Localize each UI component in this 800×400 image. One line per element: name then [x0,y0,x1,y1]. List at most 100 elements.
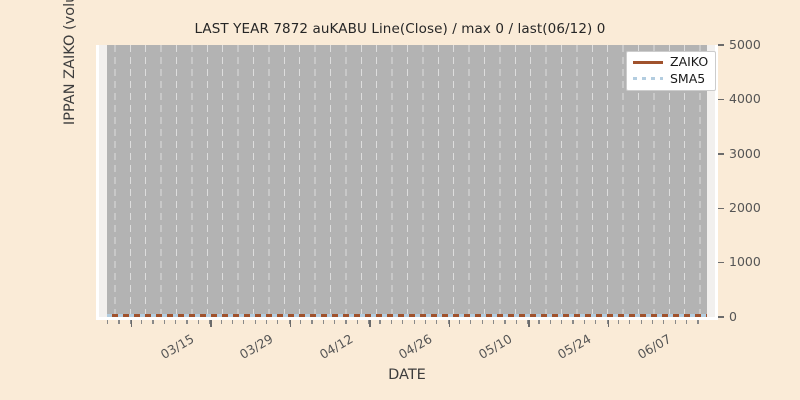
x-tick-label: 03/29 [237,331,276,363]
y-tick-mark [718,316,724,318]
series-line-sma5 [107,314,707,317]
x-axis-minor-tick [334,320,336,324]
x-axis-minor-tick [186,320,188,324]
x-axis-minor-tick [527,320,529,324]
x-tick-label: 03/15 [157,331,197,363]
x-axis-minor-tick [175,320,177,324]
x-axis-minor-tick [561,320,563,324]
legend-label-zaiko: ZAIKO [670,54,709,69]
x-axis-minor-tick [209,320,211,324]
x-axis-minor-tick [413,320,415,324]
x-axis-label: DATE [388,367,426,383]
y-tick-label: 5000 [729,36,761,52]
x-axis-tick [289,320,292,327]
x-axis-minor-tick [640,320,642,324]
plot-inner-margin-left [99,45,107,317]
axis-spine-top [96,43,718,45]
x-axis-minor-tick [129,320,131,324]
x-axis-minor-tick [583,320,585,324]
x-axis-minor-tick [492,320,495,324]
x-axis-minor-tick [152,320,154,324]
x-tick-label: 06/07 [634,331,674,363]
x-axis-minor-tick [243,320,245,324]
legend-swatch-zaiko-icon [633,60,663,64]
x-axis-tick [528,320,530,327]
x-axis-minor-tick [606,320,608,324]
x-axis-minor-tick [572,320,574,324]
y-axis: 0 1000 2000 3000 4000 5000 [718,38,800,322]
x-axis-minor-tick [549,320,551,324]
y-tick-mark [718,44,724,46]
x-axis-minor-tick [288,320,290,324]
x-axis-minor-tick [538,320,540,324]
x-axis-minor-tick [345,320,347,324]
y-tick-label: 3000 [729,145,761,161]
legend-swatch-sma5-icon [633,77,663,81]
x-axis: 03/15 03/29 04/12 04/26 05/10 05/24 06/07 [99,320,715,390]
x-axis-minor-tick [311,320,313,324]
x-axis-minor-tick [402,320,404,324]
x-axis-minor-tick [674,320,676,324]
series-layer [99,45,715,317]
grid-lines [99,45,715,317]
x-axis-minor-tick [651,320,654,324]
x-axis-tick [448,320,451,327]
axis-spine-left [96,45,99,320]
x-axis-minor-tick [504,320,506,324]
y-tick-label: 2000 [729,199,761,215]
legend-entry-sma5: SMA5 [633,70,708,86]
x-axis-tick [130,320,133,327]
x-axis-minor-tick [663,320,665,324]
x-axis-minor-tick [458,320,461,324]
chart-legend: ZAIKO SMA5 [626,51,717,91]
x-tick-label: 04/12 [316,331,356,363]
x-axis-minor-tick [368,320,370,324]
legend-entry-zaiko: ZAIKO [633,54,709,69]
x-axis-minor-tick [220,320,222,324]
chart-title: LAST YEAR 7872 auKABU Line(Close) / max … [194,21,606,37]
x-axis-tick [369,320,371,327]
y-tick-label: 4000 [729,91,761,107]
y-tick-mark [718,153,724,155]
x-axis-minor-tick [163,320,165,324]
x-tick-label: 04/26 [396,331,435,363]
axis-spine-bottom [96,317,718,320]
legend-label-sma5: SMA5 [670,70,706,86]
x-axis-minor-tick [299,320,302,324]
x-axis-minor-tick [697,320,699,324]
x-axis-minor-tick [390,320,392,324]
x-axis-minor-tick [685,320,688,324]
x-tick-label: 05/24 [555,331,594,363]
x-axis-minor-tick [141,320,143,324]
x-axis-minor-tick [617,320,620,324]
y-tick-label: 0 [729,308,737,324]
x-axis-minor-tick [379,320,381,324]
y-tick-mark [718,207,724,209]
plot-inner-margin-right [707,45,715,317]
x-axis-minor-tick [515,320,517,324]
x-axis-minor-tick [356,320,358,324]
x-axis-minor-tick [197,320,199,324]
x-axis-minor-tick [447,320,449,324]
x-axis-minor-tick [265,320,268,324]
x-axis-minor-tick [277,320,279,324]
y-tick-mark [718,261,724,264]
axis-spine-right [715,45,718,320]
x-axis-minor-tick [595,320,597,324]
y-tick-mark [718,98,724,101]
x-axis-tick [607,320,610,327]
x-axis-minor-tick [118,320,120,324]
x-axis-minor-tick [436,320,438,324]
x-axis-minor-tick [254,320,256,324]
x-axis-minor-tick [107,320,109,324]
x-tick-label: 05/10 [475,331,515,363]
y-axis-label: IPPAN ZAIKO (volume) [62,0,78,126]
x-axis-minor-tick [231,320,234,324]
x-axis-minor-tick [481,320,483,324]
x-axis-minor-tick [470,320,472,324]
x-axis-minor-tick [629,320,631,324]
plot-area [99,45,715,317]
y-tick-label: 1000 [729,254,761,270]
x-axis-minor-tick [322,320,324,324]
